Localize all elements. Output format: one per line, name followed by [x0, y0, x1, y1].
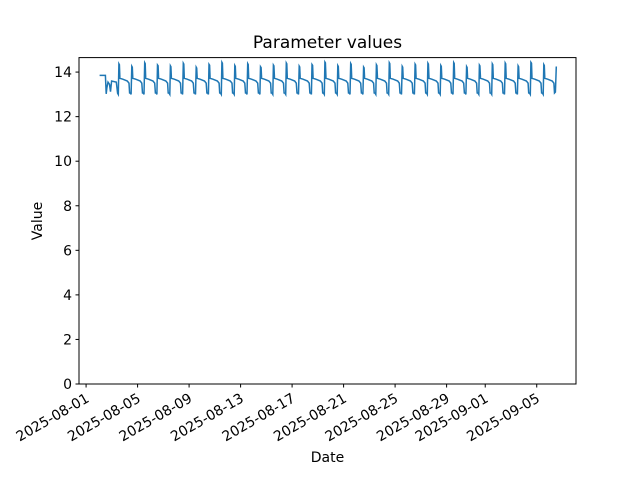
x-axis-label: Date: [311, 450, 344, 466]
y-tick-label: 0: [63, 377, 72, 393]
y-axis: 0 2 4 6 8 10 12 14: [54, 65, 79, 393]
y-tick-label: 14: [54, 65, 72, 81]
axes-box: [78, 57, 577, 385]
y-tick-label: 2: [63, 332, 72, 348]
x-axis: 2025-08-012025-08-052025-08-092025-08-13…: [14, 384, 543, 445]
y-tick-label: 4: [63, 288, 72, 304]
plot-area: [79, 57, 576, 384]
y-axis-label: Value: [30, 202, 46, 240]
y-tick-label: 10: [54, 154, 72, 170]
y-tick-label: 8: [63, 199, 72, 215]
y-tick-label: 12: [54, 110, 72, 126]
y-tick-label: 6: [63, 243, 72, 259]
chart-title: Parameter values: [253, 33, 402, 53]
series-line: [99, 59, 558, 98]
